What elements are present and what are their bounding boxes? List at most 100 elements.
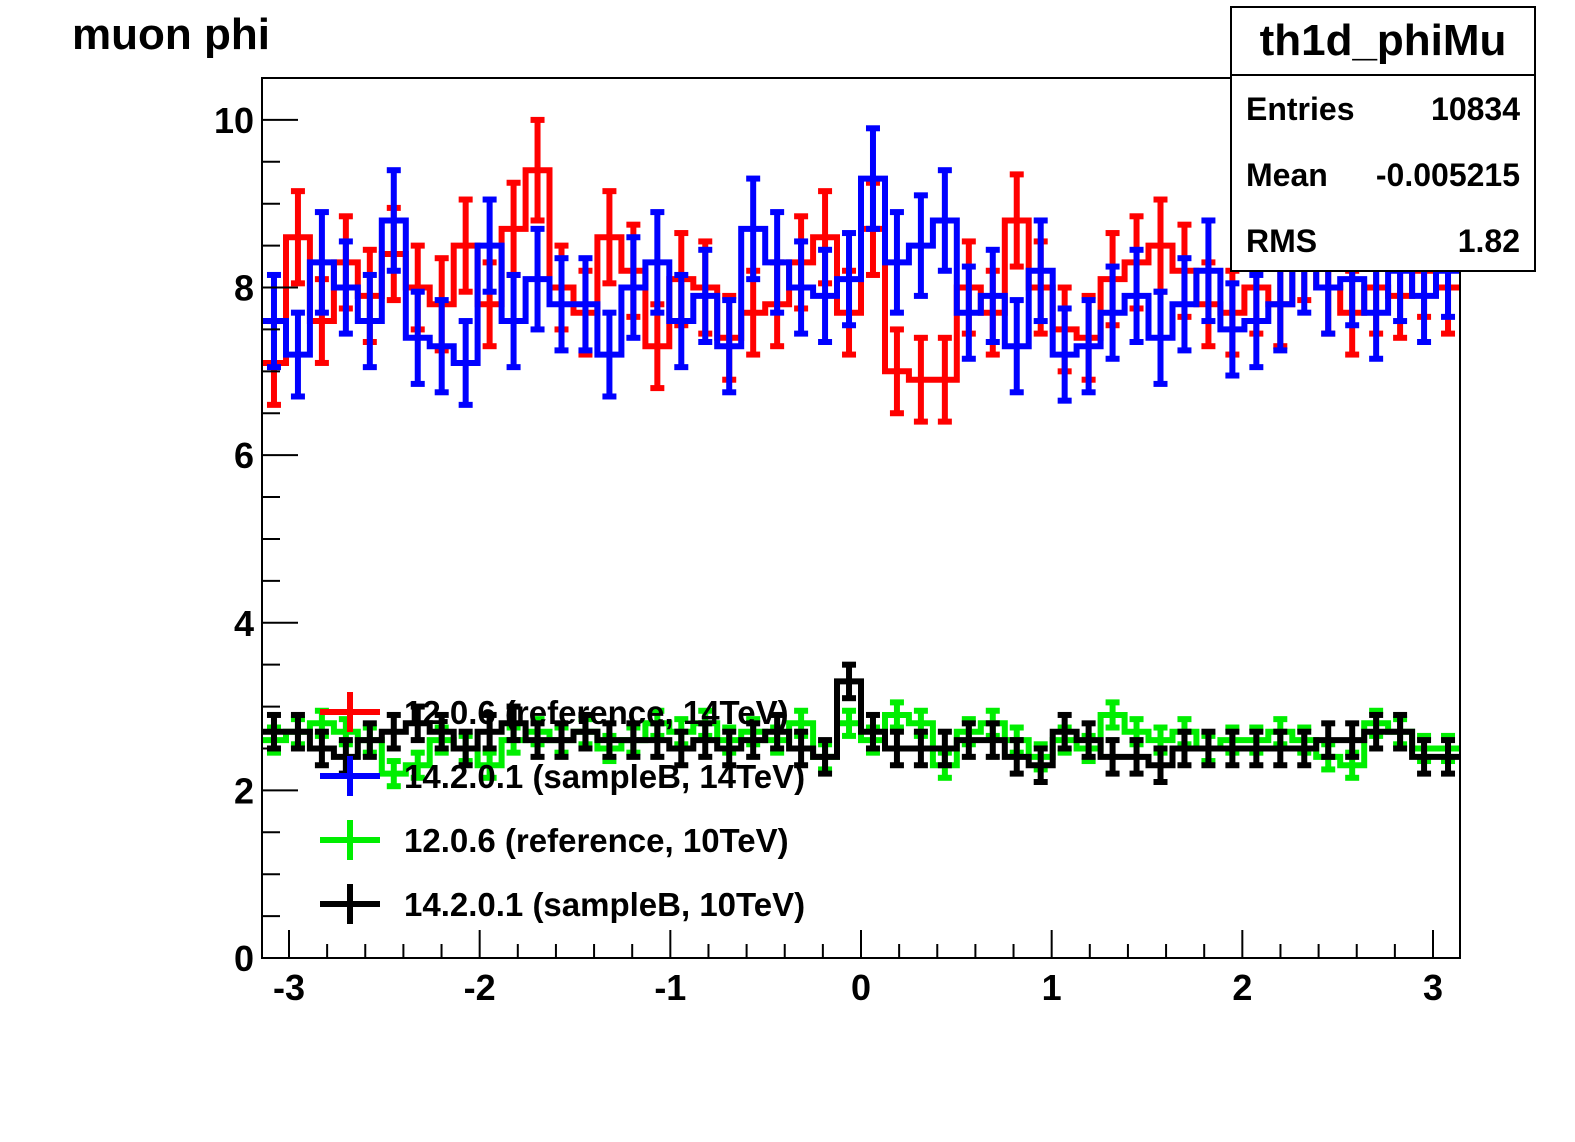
error-bar bbox=[290, 711, 305, 752]
error-bar bbox=[362, 271, 377, 371]
x-tick-label: 2 bbox=[1232, 967, 1252, 1008]
error-bar bbox=[458, 196, 473, 295]
stats-value: -0.005215 bbox=[1375, 157, 1520, 193]
error-bar bbox=[1033, 745, 1048, 785]
error-bar bbox=[410, 749, 425, 781]
error-bar bbox=[386, 167, 401, 274]
error-bar bbox=[314, 209, 329, 316]
series-step-line bbox=[262, 678, 1460, 769]
error-bar bbox=[506, 271, 521, 371]
error-bar bbox=[482, 196, 497, 295]
error-bar bbox=[865, 711, 880, 752]
error-bar bbox=[1105, 263, 1120, 362]
error-bar bbox=[1249, 271, 1264, 371]
error-bar bbox=[985, 720, 1000, 760]
y-tick-label: 6 bbox=[234, 435, 254, 476]
chart-title: muon phi bbox=[72, 10, 270, 59]
legend-entry bbox=[320, 756, 380, 796]
error-bar bbox=[1441, 737, 1456, 777]
error-bar bbox=[865, 125, 880, 232]
error-bar bbox=[985, 246, 1000, 345]
legend: 12.0.6 (reference, 14TeV) 14.2.0.1 (sampl… bbox=[320, 692, 805, 924]
error-bar bbox=[410, 703, 425, 744]
error-bar bbox=[1009, 297, 1024, 396]
error-bar bbox=[961, 263, 976, 362]
error-bar bbox=[386, 711, 401, 752]
error-bar bbox=[913, 334, 928, 425]
legend-entry bbox=[320, 820, 380, 860]
error-bar bbox=[554, 255, 569, 354]
y-tick-label: 2 bbox=[234, 770, 254, 811]
error-bar bbox=[889, 209, 904, 316]
error-bar bbox=[913, 728, 928, 769]
error-bar bbox=[1177, 728, 1192, 769]
error-bar bbox=[1009, 737, 1024, 777]
error-bar bbox=[650, 209, 665, 316]
error-bar bbox=[1177, 255, 1192, 354]
error-bar bbox=[770, 711, 785, 752]
error-bar bbox=[937, 167, 952, 274]
error-bar bbox=[1033, 217, 1048, 325]
error-bar bbox=[889, 699, 904, 731]
error-bar bbox=[554, 720, 569, 760]
y-tick-label: 8 bbox=[234, 268, 254, 309]
error-bar bbox=[1129, 737, 1144, 777]
error-bar bbox=[937, 728, 952, 769]
error-bar bbox=[1105, 699, 1120, 731]
error-bar bbox=[530, 225, 545, 333]
error-bar bbox=[818, 737, 833, 777]
error-bar bbox=[842, 661, 857, 702]
error-bar bbox=[410, 288, 425, 387]
legend-label: 12.0.6 (reference, 14TeV) bbox=[404, 694, 789, 731]
error-bar bbox=[937, 334, 952, 425]
error-bar bbox=[1081, 297, 1096, 396]
error-bar bbox=[1153, 745, 1168, 785]
error-bar bbox=[1249, 728, 1264, 769]
error-bar bbox=[1129, 246, 1144, 345]
error-bar bbox=[842, 707, 857, 739]
error-bar bbox=[482, 711, 497, 752]
error-bar bbox=[386, 758, 401, 790]
error-bar bbox=[818, 246, 833, 345]
legend-label: 14.2.0.1 (sampleB, 10TeV) bbox=[404, 886, 805, 923]
error-bar bbox=[602, 720, 617, 760]
legend-entry bbox=[320, 884, 380, 924]
error-bar bbox=[290, 309, 305, 400]
error-bar bbox=[1369, 711, 1384, 752]
error-bar bbox=[338, 238, 353, 337]
error-bar bbox=[722, 297, 737, 396]
error-bar bbox=[530, 720, 545, 760]
y-tick-label: 10 bbox=[214, 100, 254, 141]
error-bar bbox=[626, 234, 641, 341]
legend-label: 12.0.6 (reference, 10TeV) bbox=[404, 822, 789, 859]
x-tick-label: -1 bbox=[654, 967, 686, 1008]
error-bar bbox=[722, 728, 737, 769]
error-bar bbox=[674, 728, 689, 769]
error-bar bbox=[842, 230, 857, 329]
x-tick-label: -3 bbox=[273, 967, 305, 1008]
error-bar bbox=[770, 209, 785, 316]
error-bar bbox=[1057, 305, 1072, 404]
stats-label: Entries bbox=[1246, 91, 1355, 127]
error-bar bbox=[290, 188, 305, 287]
error-bar bbox=[434, 711, 449, 752]
error-bar bbox=[889, 326, 904, 417]
error-bar bbox=[434, 297, 449, 396]
stats-value: 10834 bbox=[1431, 91, 1520, 127]
x-tick-label: 3 bbox=[1423, 967, 1443, 1008]
error-bar bbox=[698, 246, 713, 345]
error-bar bbox=[1417, 737, 1432, 777]
stats-row-mean: Mean -0.005215 bbox=[1232, 142, 1534, 208]
x-tick-label: -2 bbox=[464, 967, 496, 1008]
error-bar bbox=[1273, 728, 1288, 769]
error-bar bbox=[314, 728, 329, 769]
error-bar bbox=[1201, 728, 1216, 769]
error-bar bbox=[458, 318, 473, 408]
legend-entry bbox=[320, 692, 380, 732]
series-3 bbox=[262, 661, 1460, 785]
error-bar bbox=[578, 711, 593, 752]
x-tick-label: 0 bbox=[851, 967, 871, 1008]
error-bar bbox=[1297, 728, 1312, 769]
stats-box-title: th1d_phiMu bbox=[1232, 8, 1534, 76]
series-step-line bbox=[262, 167, 1460, 383]
